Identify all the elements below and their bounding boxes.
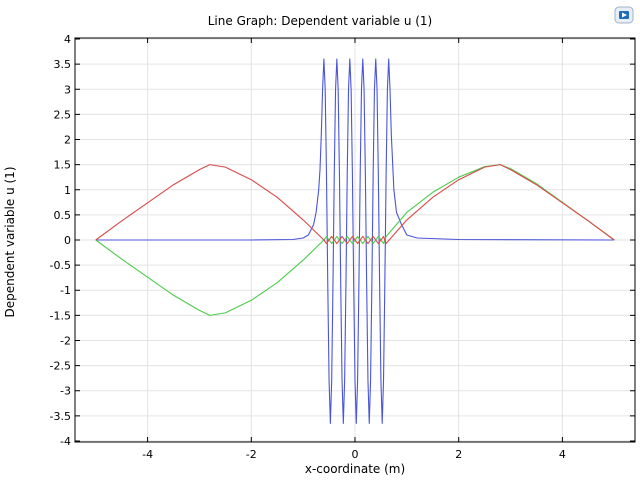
y-tick-label: -0.5 <box>50 259 71 272</box>
y-tick-label: 0 <box>64 234 71 247</box>
x-tick-label: 0 <box>352 448 359 461</box>
y-tick-label: -2.5 <box>50 360 71 373</box>
y-tick-label: -4 <box>60 435 71 448</box>
y-tick-label: 1 <box>64 184 71 197</box>
y-tick-label: 1.5 <box>54 159 72 172</box>
y-tick-label: -1 <box>60 284 71 297</box>
y-tick-label: 3 <box>64 83 71 96</box>
y-tick-label: -3 <box>60 385 71 398</box>
x-tick-label: 2 <box>455 448 462 461</box>
x-tick-label: -2 <box>246 448 257 461</box>
y-tick-label: -2 <box>60 334 71 347</box>
comsol-logo-icon <box>614 6 634 24</box>
chart-title: Line Graph: Dependent variable u (1) <box>207 14 433 28</box>
series-line <box>95 58 615 424</box>
y-axis-label: Dependent variable u (1) <box>3 166 17 318</box>
x-tick-label: -4 <box>142 448 153 461</box>
y-tick-label: -3.5 <box>50 410 71 423</box>
x-axis-label: x-coordinate (m) <box>304 462 406 476</box>
y-tick-label: 2 <box>64 134 71 147</box>
y-tick-label: 3.5 <box>54 58 72 71</box>
y-tick-label: 4 <box>64 33 71 46</box>
y-tick-label: -1.5 <box>50 309 71 322</box>
x-tick-label: 4 <box>559 448 566 461</box>
series-line <box>95 164 615 245</box>
y-tick-label: 0.5 <box>54 209 72 222</box>
y-tick-label: 2.5 <box>54 108 72 121</box>
